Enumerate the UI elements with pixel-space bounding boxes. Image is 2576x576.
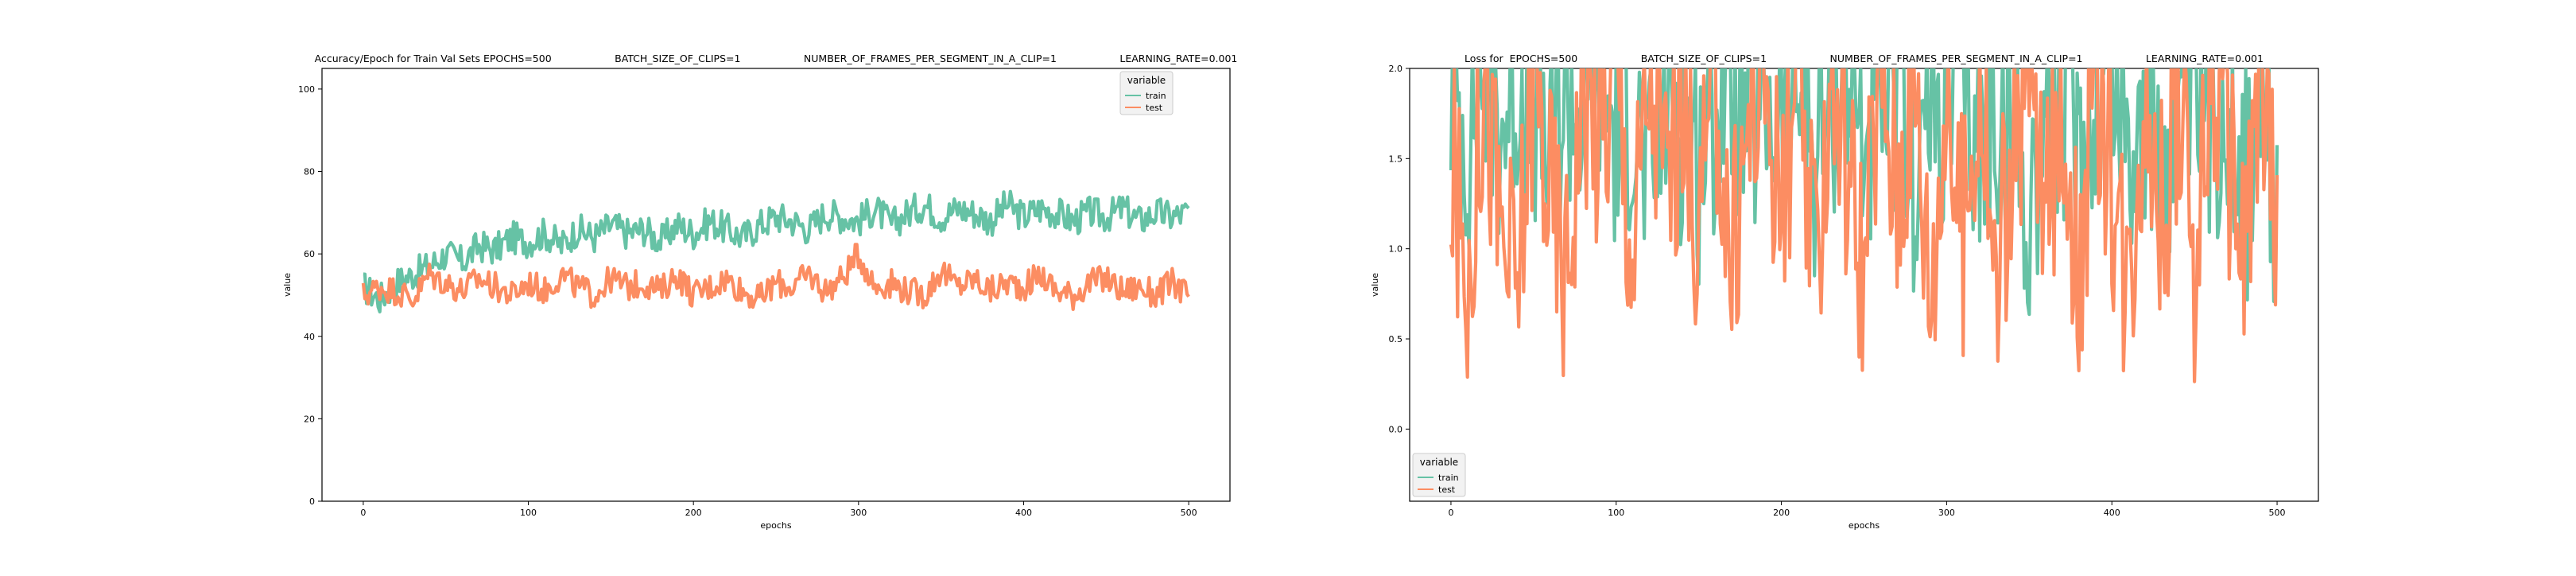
accuracy-y-axis-label: value <box>282 273 293 297</box>
y-tick-label: 0.0 <box>1389 424 1403 434</box>
loss-series-lines <box>1449 68 2279 383</box>
y-tick-label: 0 <box>309 496 315 507</box>
y-tick-label: 20 <box>304 414 315 424</box>
accuracy-legend-title: variable <box>1127 75 1166 86</box>
x-tick-label: 300 <box>1938 508 1955 518</box>
loss-legend: variable train test <box>1412 453 1466 497</box>
accuracy-legend-test-label: test <box>1146 103 1163 113</box>
loss-chart: Loss for EPOCHS=500 BATCH_SIZE_OF_CLIPS=… <box>1370 53 2319 531</box>
accuracy-y-ticks: 0 20 40 60 80 100 <box>298 84 322 507</box>
x-tick-label: 200 <box>685 508 702 518</box>
accuracy-legend: variable train test <box>1119 71 1174 115</box>
loss-x-ticks: 0 100 200 300 400 500 <box>1448 501 2286 518</box>
loss-y-axis-label: value <box>1370 273 1380 297</box>
x-tick-label: 100 <box>1608 508 1624 518</box>
accuracy-chart-title: Accuracy/Epoch for Train Val Sets EPOCHS… <box>315 53 1238 64</box>
y-tick-label: 60 <box>304 249 315 259</box>
y-tick-label: 1.5 <box>1389 154 1403 164</box>
loss-legend-box <box>1412 453 1466 497</box>
series-line-train <box>363 189 1190 313</box>
x-tick-label: 500 <box>1181 508 1197 518</box>
accuracy-x-ticks: 0 100 200 300 400 500 <box>360 501 1197 518</box>
loss-chart-title: Loss for EPOCHS=500 BATCH_SIZE_OF_CLIPS=… <box>1465 53 2264 64</box>
accuracy-legend-box <box>1119 71 1174 115</box>
y-tick-label: 2.0 <box>1389 64 1403 74</box>
accuracy-x-axis-label: epochs <box>760 520 791 531</box>
y-tick-label: 1.0 <box>1389 244 1403 255</box>
accuracy-chart: Accuracy/Epoch for Train Val Sets EPOCHS… <box>282 53 1237 531</box>
y-tick-label: 100 <box>298 84 315 95</box>
series-line-test <box>1449 68 2279 383</box>
y-tick-label: 40 <box>304 332 315 342</box>
accuracy-series-lines <box>361 189 1190 313</box>
x-tick-label: 400 <box>1015 508 1032 518</box>
y-tick-label: 80 <box>304 167 315 177</box>
loss-x-axis-label: epochs <box>1849 520 1880 531</box>
loss-plot-frame <box>1409 68 2319 502</box>
loss-legend-test-label: test <box>1438 485 1456 495</box>
x-tick-label: 400 <box>2104 508 2120 518</box>
series-line-test <box>361 243 1190 311</box>
accuracy-legend-train-label: train <box>1146 91 1166 101</box>
x-tick-label: 0 <box>360 508 366 518</box>
loss-y-ticks: 0.0 0.5 1.0 1.5 2.0 <box>1389 64 1410 434</box>
x-tick-label: 500 <box>2269 508 2286 518</box>
loss-legend-train-label: train <box>1438 473 1459 483</box>
x-tick-label: 0 <box>1448 508 1453 518</box>
loss-legend-title: variable <box>1420 457 1458 468</box>
y-tick-label: 0.5 <box>1389 334 1403 344</box>
x-tick-label: 100 <box>520 508 537 518</box>
x-tick-label: 300 <box>850 508 867 518</box>
x-tick-label: 200 <box>1773 508 1790 518</box>
accuracy-plot-frame <box>321 68 1231 502</box>
